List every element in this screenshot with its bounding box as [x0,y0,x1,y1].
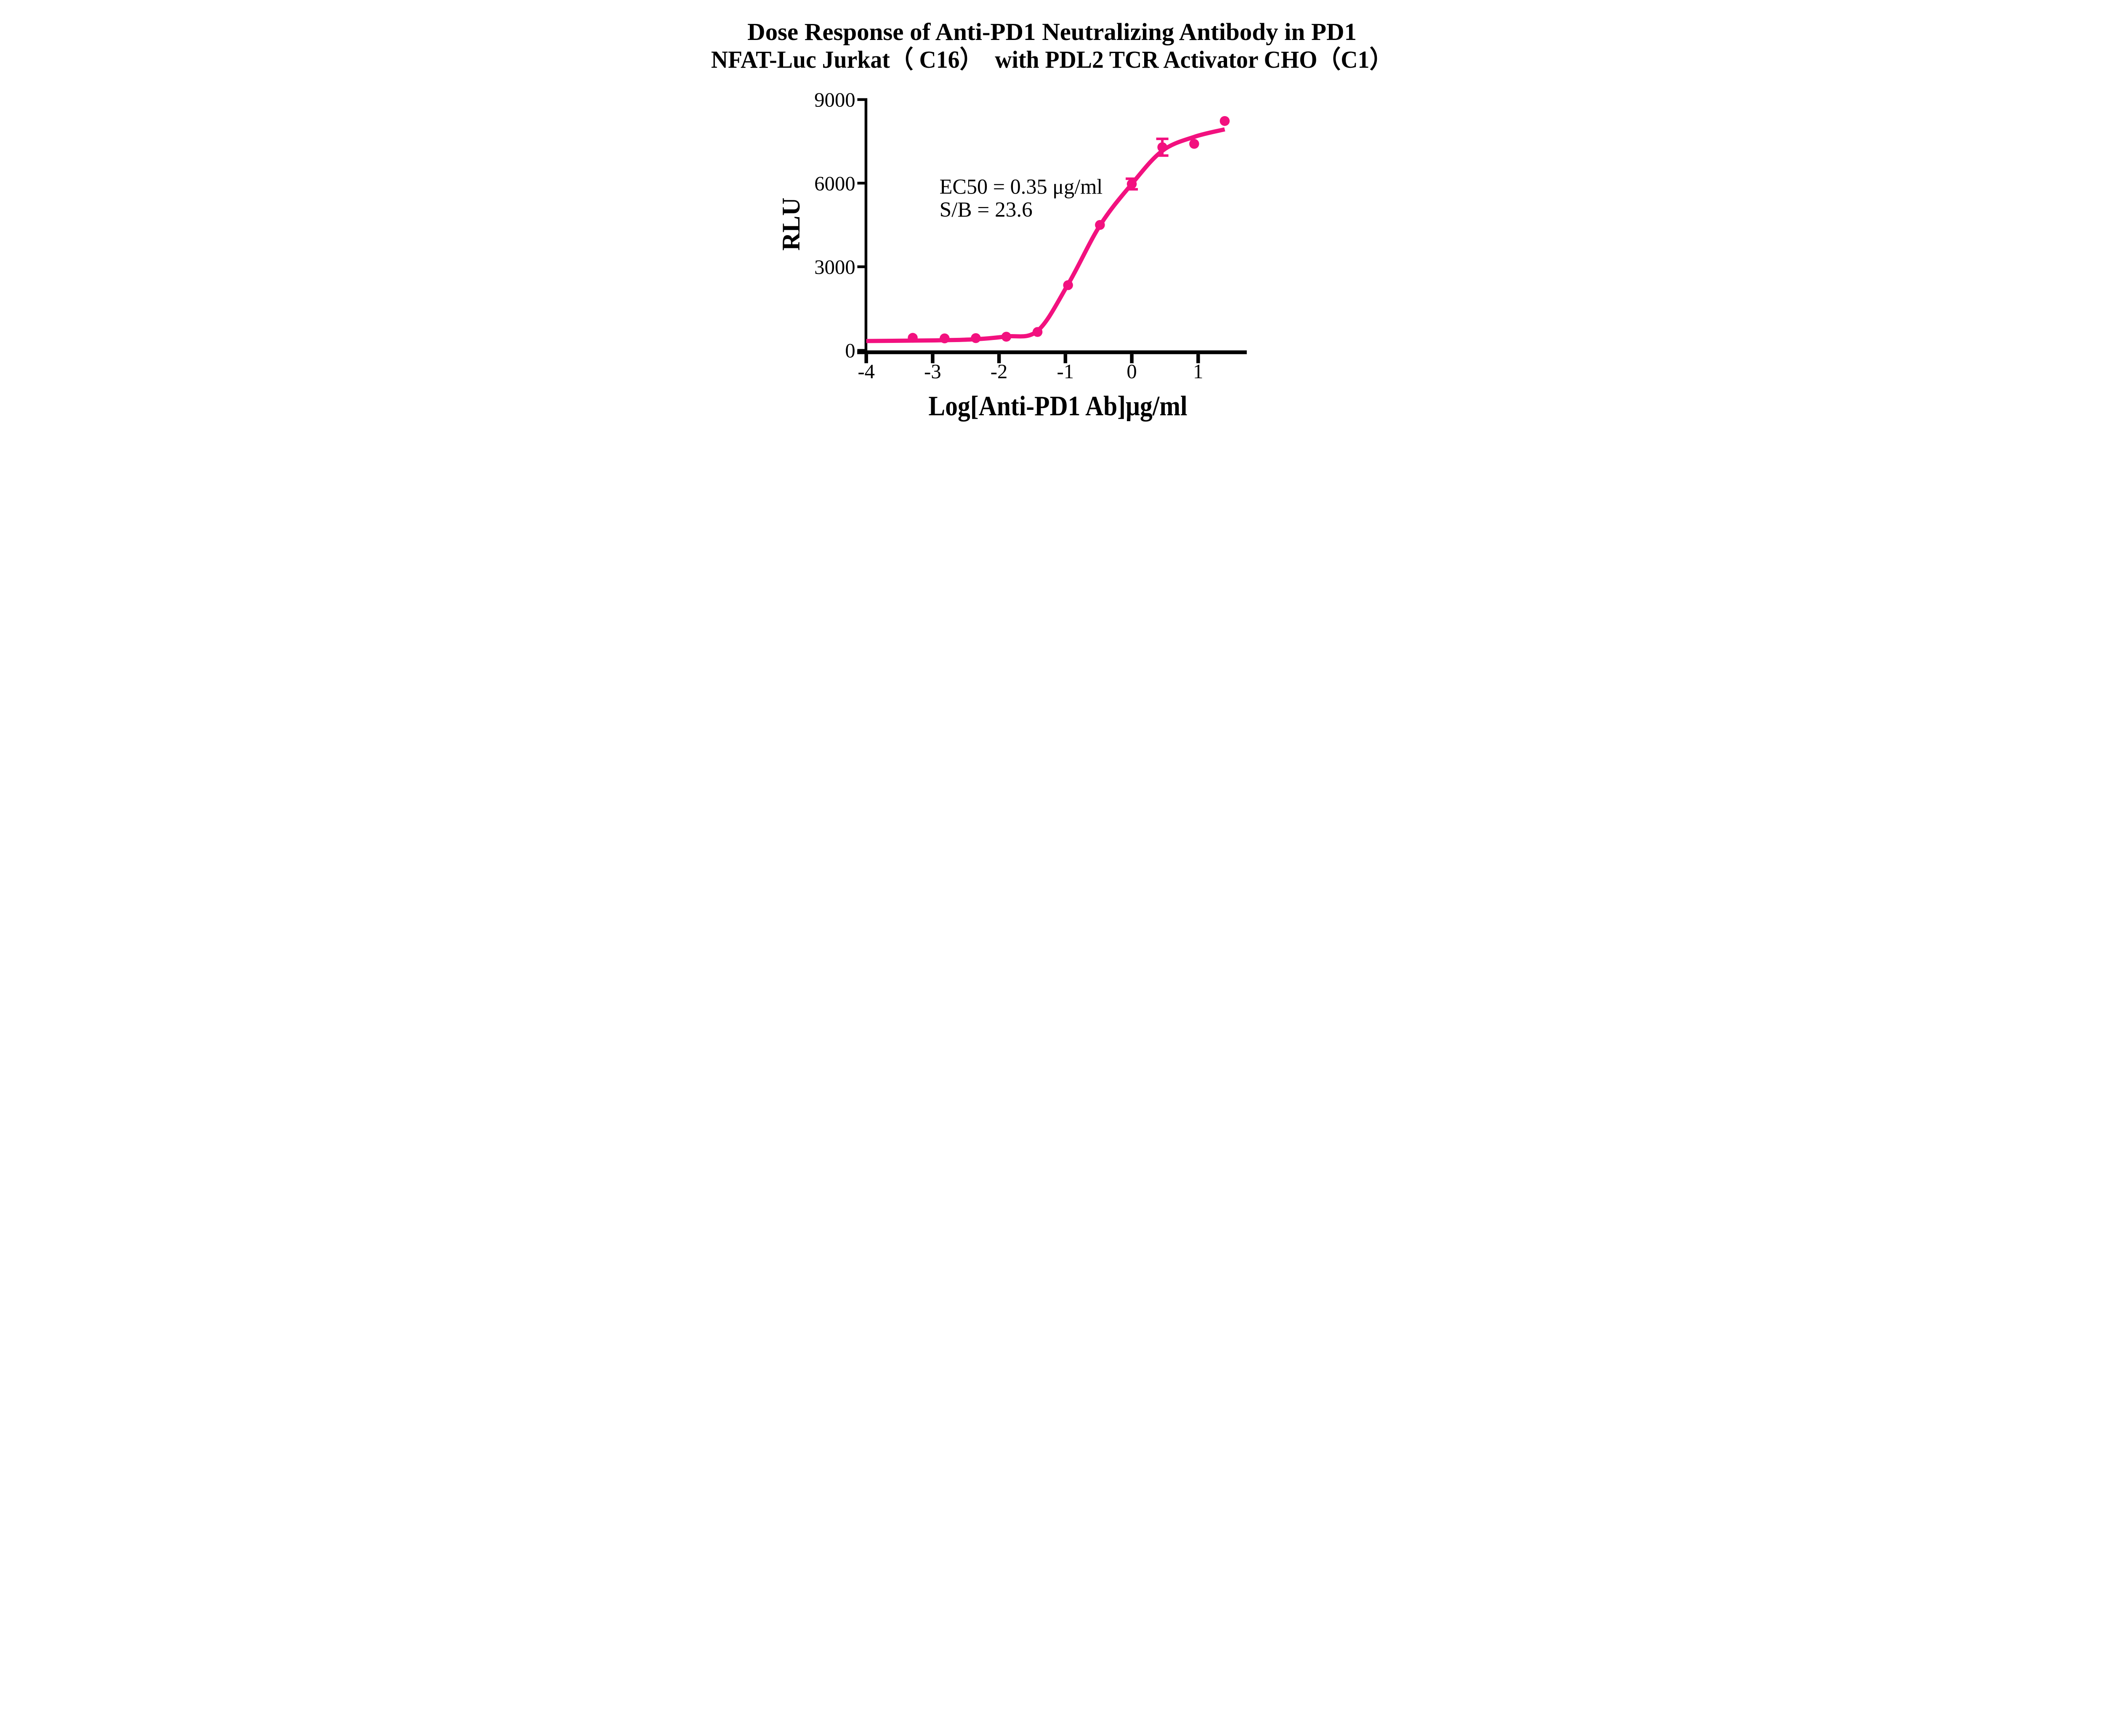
x-axis-title: Log[Anti-PD1 Ab]μg/ml [928,391,1187,422]
data-point-marker [1032,327,1043,337]
x-tick-label: 1 [1193,360,1203,383]
dose-response-chart: Dose Response of Anti-PD1 Neutralizing A… [690,0,1414,434]
data-point-marker [1219,116,1230,126]
y-tick-label: 0 [845,340,855,362]
ec50-annotation: EC50 = 0.35 μg/ml [940,175,1103,199]
y-tick-label: 6000 [814,172,855,195]
x-tick-label: 0 [1126,360,1137,383]
data-point-marker [1095,220,1105,230]
x-axis-ticks: -4 -3 -2 -1 0 1 [858,354,1203,383]
y-axis-title: RLU [777,198,805,251]
x-tick-label: -3 [924,360,941,383]
x-tick-label: -1 [1057,360,1074,383]
data-point-marker [940,333,950,344]
chart-canvas: Dose Response of Anti-PD1 Neutralizing A… [690,0,1414,434]
data-point-marker [1157,142,1167,152]
data-point-marker [908,333,918,343]
chart-title-line1: Dose Response of Anti-PD1 Neutralizing A… [747,18,1357,45]
data-point-layer [908,116,1230,344]
data-point-marker [1001,332,1012,342]
x-tick-label: -2 [991,360,1008,383]
y-tick-label: 3000 [814,256,855,279]
signal-to-background-annotation: S/B = 23.6 [940,198,1033,222]
data-point-marker [1063,280,1073,290]
data-point-marker [971,333,981,343]
x-tick-label: -4 [858,360,875,383]
y-tick-label: 9000 [814,89,855,111]
data-point-marker [1126,179,1137,189]
y-axis-ticks: 0 3000 6000 9000 [814,89,865,362]
data-point-marker [1189,139,1199,149]
chart-title-line2: NFAT-Luc Jurkat（ C16） with PDL2 TCR Acti… [711,46,1393,73]
chart-background [690,0,1414,434]
